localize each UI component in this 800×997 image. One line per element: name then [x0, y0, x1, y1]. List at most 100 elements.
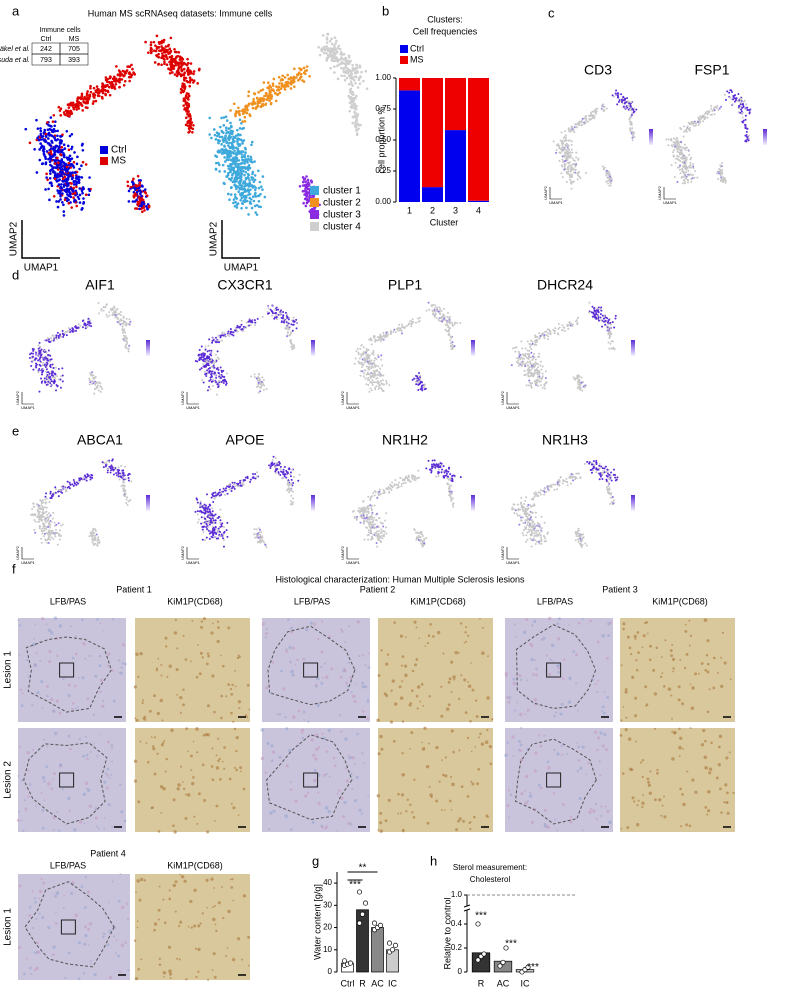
cell-dot: [71, 192, 75, 196]
cell-dot: [245, 111, 249, 115]
cell-dot: [183, 106, 187, 110]
cell-dot: [97, 389, 100, 392]
cell-dot: [31, 359, 34, 362]
cell-dot: [57, 200, 61, 203]
cell-dot: [181, 90, 185, 94]
cell-dot: [236, 330, 239, 333]
cell-dot: [670, 164, 673, 167]
colorbar: [146, 495, 150, 511]
cell-dot: [355, 350, 358, 353]
cell-dot: [176, 68, 180, 72]
cell-dot: [196, 510, 199, 513]
axis-label: UMAP1: [186, 560, 201, 565]
cell-dot: [43, 377, 46, 380]
cell-dot: [379, 384, 382, 387]
cell-dot: [596, 107, 599, 110]
cell-dot: [40, 541, 43, 544]
cell-dot: [560, 131, 563, 134]
cell-dot: [127, 350, 130, 353]
cell-dot: [111, 77, 115, 81]
cell-dot: [46, 516, 49, 519]
cell-dot: [740, 101, 743, 104]
cell-dot: [286, 73, 289, 77]
cell-dot: [355, 117, 358, 121]
cell-dot: [330, 53, 334, 57]
cell-dot: [100, 95, 104, 99]
cell-dot: [350, 76, 354, 80]
cell-dot: [128, 322, 131, 325]
cell-dot: [618, 98, 621, 101]
cell-dot: [136, 174, 140, 178]
cell-dot: [218, 163, 221, 167]
cell-dot: [293, 344, 296, 347]
cell-dot: [62, 143, 66, 147]
cell-dot: [733, 100, 736, 103]
cell-dot: [173, 73, 177, 76]
cell-dot: [684, 167, 687, 170]
cell-dot: [225, 372, 228, 375]
cell-dot: [257, 205, 261, 208]
cell-dot: [106, 468, 109, 471]
cell-dot: [617, 100, 620, 103]
cell-dot: [246, 175, 250, 179]
cell-dot: [224, 148, 228, 151]
cell-dot: [81, 149, 85, 152]
cell-dot: [710, 107, 713, 110]
legend-swatch: [310, 222, 319, 231]
cell-dot: [113, 305, 116, 308]
cell-dot: [367, 357, 370, 360]
cell-dot: [215, 376, 218, 379]
cell-dot: [305, 194, 309, 198]
cell-dot: [57, 522, 60, 525]
cell-dot: [49, 116, 53, 119]
cell-dot: [333, 56, 337, 60]
cell-dot: [208, 532, 211, 535]
cell-dot: [76, 155, 79, 159]
cell-dot: [384, 336, 387, 339]
cell-dot: [722, 177, 725, 180]
cell-dot: [59, 159, 63, 163]
cell-dot: [376, 339, 379, 342]
cell-dot: [741, 121, 744, 124]
cell-dot: [232, 102, 236, 106]
cell-dot: [224, 137, 227, 141]
cell-dot: [37, 512, 40, 515]
cell-dot: [254, 324, 257, 327]
cell-dot: [88, 189, 92, 193]
cell-dot: [116, 321, 119, 324]
cell-dot: [681, 170, 684, 173]
cell-dot: [594, 108, 597, 111]
cell-dot: [111, 307, 114, 310]
cell-dot: [277, 471, 280, 474]
cell-dot: [47, 522, 50, 525]
cell-dot: [52, 511, 55, 514]
cell-dot: [189, 78, 193, 82]
cell-dot: [629, 116, 632, 119]
cell-dot: [60, 335, 63, 338]
cell-dot: [202, 521, 205, 524]
cell-dot: [240, 319, 243, 322]
cell-dot: [248, 113, 251, 116]
cell-dot: [59, 107, 63, 111]
cell-dot: [282, 468, 285, 471]
cell-dot: [63, 147, 67, 150]
cell-dot: [230, 176, 234, 180]
cell-dot: [257, 186, 261, 190]
cell-dot: [622, 95, 625, 98]
cell-dot: [75, 108, 79, 111]
cell-dot: [244, 182, 247, 185]
cell-dot: [53, 382, 56, 385]
cell-dot: [607, 182, 610, 185]
cell-dot: [322, 47, 325, 51]
cell-dot: [264, 543, 267, 546]
cell-dot: [61, 523, 64, 526]
cell-dot: [68, 173, 71, 176]
cell-dot: [214, 336, 217, 339]
cell-dot: [689, 158, 692, 161]
cell-dot: [720, 177, 723, 180]
cell-dot: [50, 134, 54, 138]
cell-dot: [49, 147, 53, 150]
cell-dot: [348, 101, 352, 105]
cell-dot: [279, 468, 282, 471]
cell-dot: [81, 206, 84, 210]
